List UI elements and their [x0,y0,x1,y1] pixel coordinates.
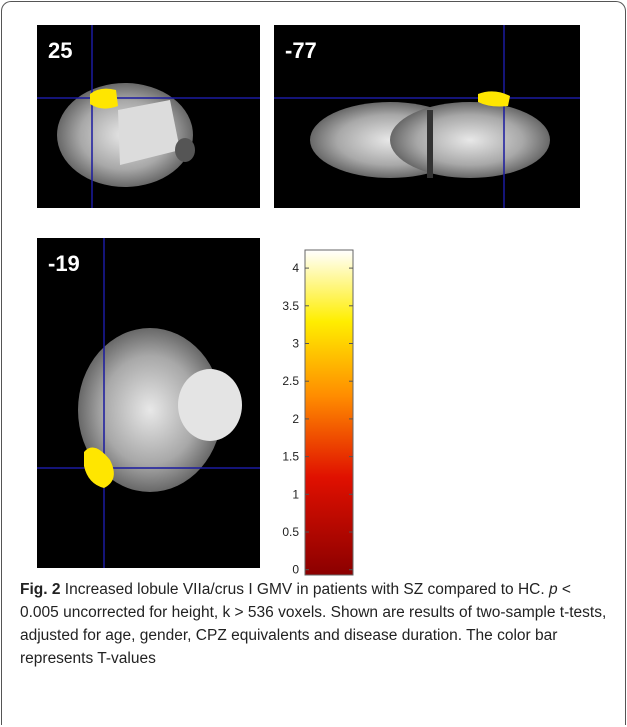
caption-italic: p [549,581,558,598]
brain-panel: -77 [274,25,580,208]
page: 25 -77 -19 0 0.5 1 1.5 2 2.5 3 3.5 4 Fig. 2 Incr… [0,0,627,727]
tick-label: 0.5 [282,525,299,539]
brain-panel: 25 [37,25,260,208]
tick-label: 2 [292,412,299,426]
tick-label: 1 [292,487,299,501]
caption: Fig. 2 Increased lobule VIIa/crus I GMV … [20,578,610,670]
tick-label: 1.5 [282,450,299,464]
tick-label: 4 [292,261,299,275]
slice-label: -77 [285,38,317,63]
caption-label: Fig. 2 [20,581,60,598]
tick-label: 2.5 [282,374,299,388]
slice-label: -19 [48,251,80,276]
tick-label: 3.5 [282,299,299,313]
tick-label: 0 [292,563,299,577]
caption-text: Increased lobule VIIa/crus I GMV in pati… [65,581,545,598]
tick-label: 3 [292,337,299,351]
color-bar [305,250,353,575]
brain-panel: -19 [37,238,260,568]
slice-label: 25 [48,38,72,63]
figure: 25 -77 -19 0 0.5 1 1.5 2 2.5 3 3.5 4 [0,0,627,578]
